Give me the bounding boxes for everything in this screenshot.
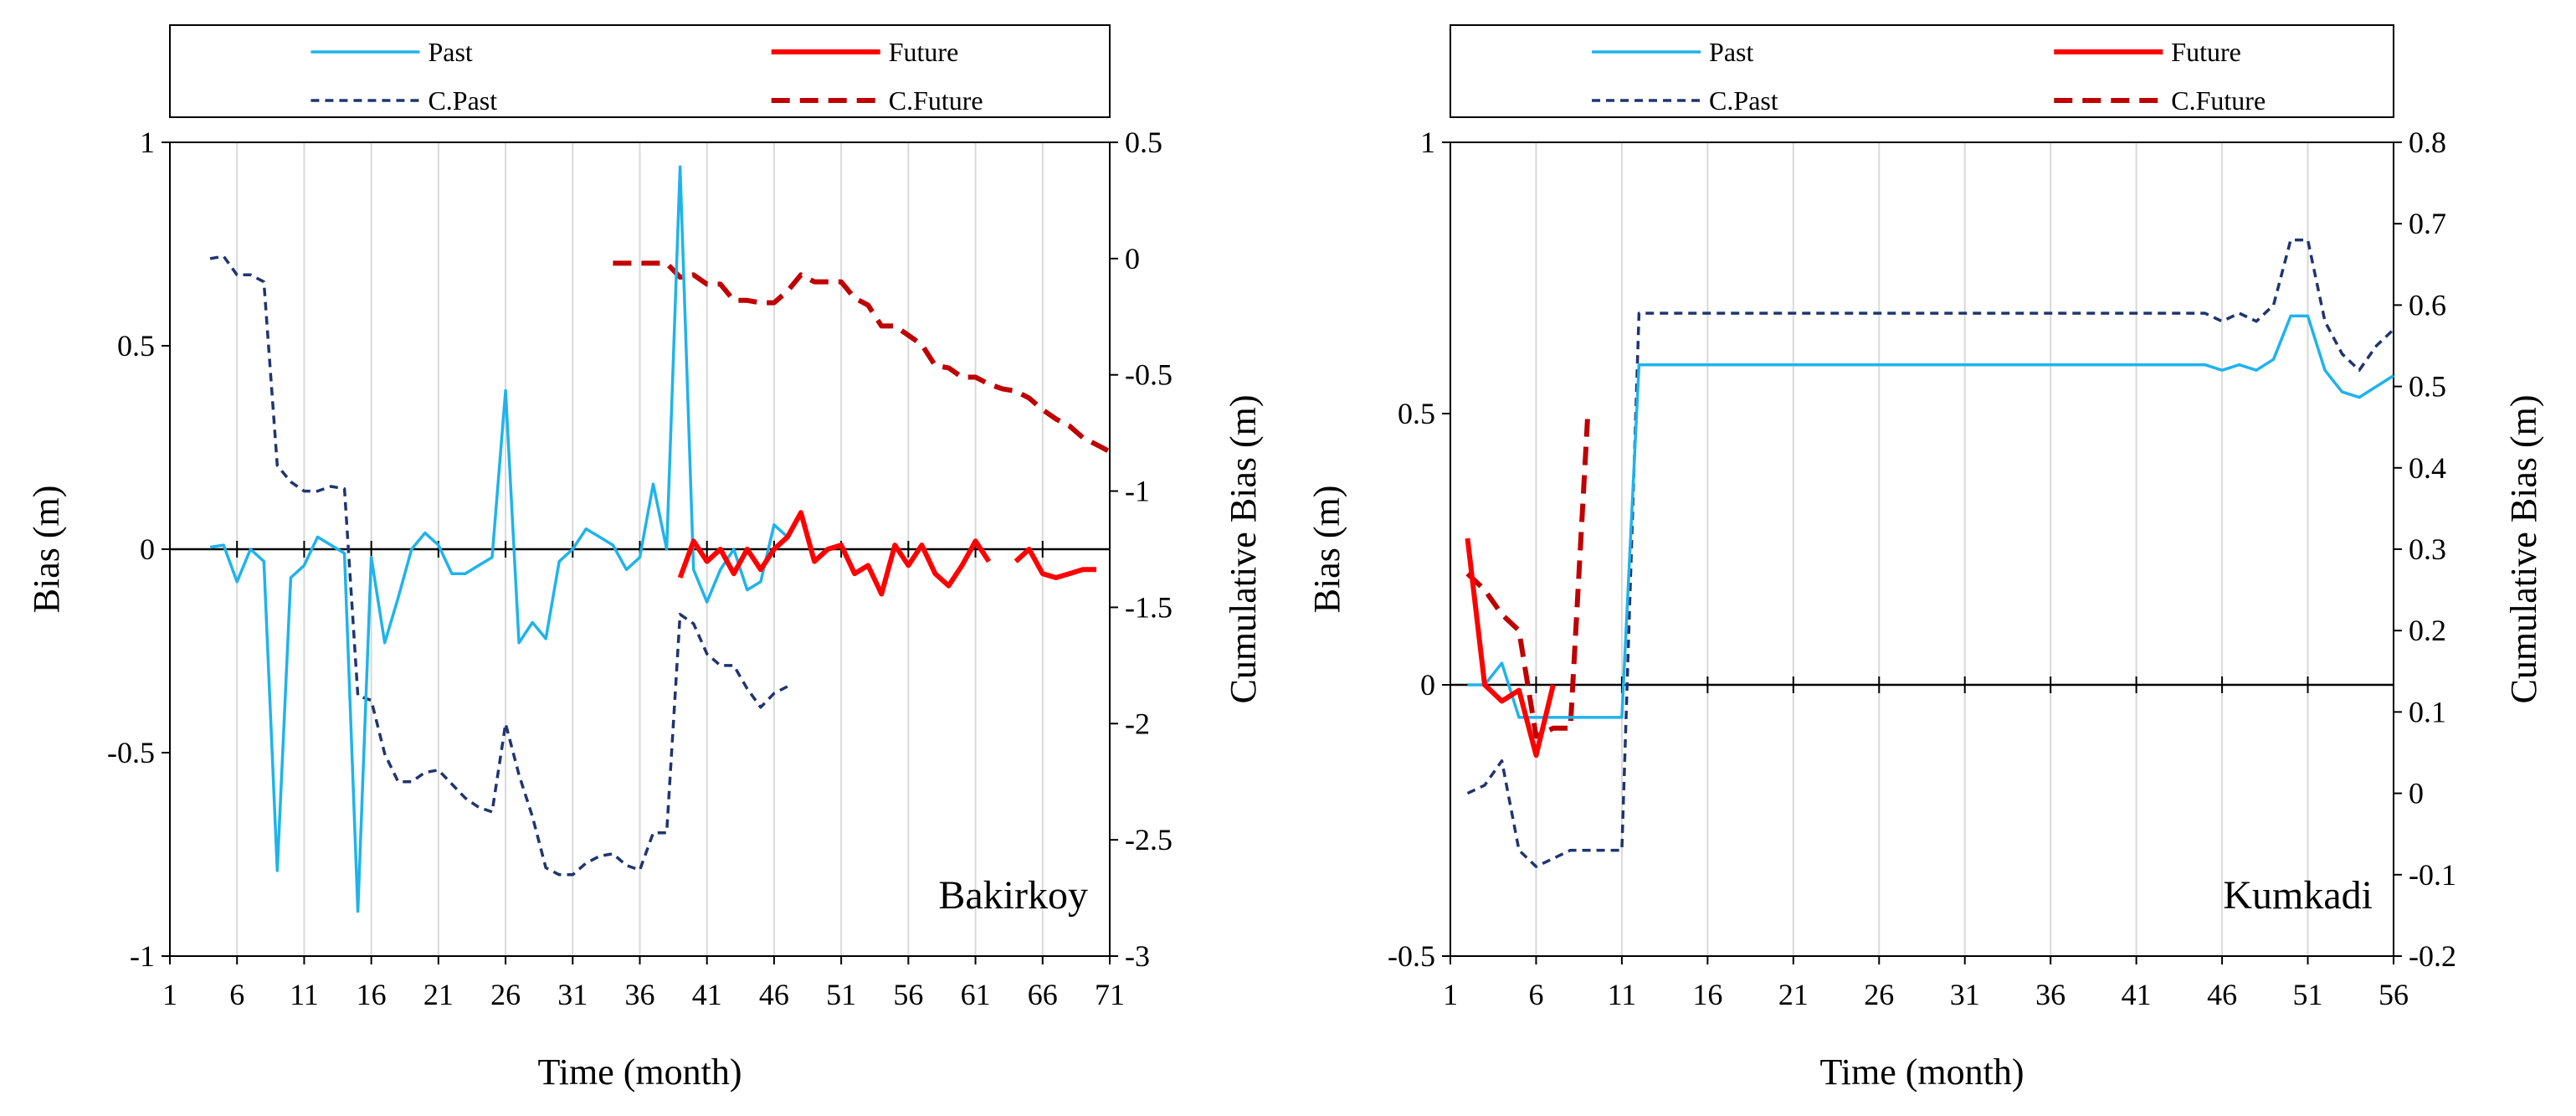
site-label: Bakirkoy — [938, 873, 1088, 918]
x-axis-title: Time (month) — [537, 1052, 741, 1093]
y2-tick-label: 0.1 — [2409, 695, 2446, 728]
y2-tick-label: 0.8 — [2409, 126, 2446, 159]
y2-tick-label: 0.6 — [2409, 288, 2446, 321]
y-tick-label: 0 — [1420, 668, 1435, 702]
x-tick-label: 6 — [1528, 978, 1543, 1011]
x-tick-label: 26 — [1864, 978, 1894, 1011]
site-label: Kumkadi — [2223, 873, 2373, 918]
chart-bakirkoy: -1-0.500.51-3-2.5-2-1.5-1-0.500.51 6 11 16 2… — [26, 24, 1264, 1093]
legend-past-label: Past — [428, 37, 472, 67]
y2-tick-label: 0 — [2409, 777, 2424, 810]
x-tick-label: 36 — [625, 978, 655, 1011]
x-tick-label: 46 — [759, 978, 789, 1011]
y2-tick-label: -1 — [1125, 475, 1150, 508]
x-tick-label: 51 — [826, 978, 856, 1011]
x-tick-label: 56 — [2378, 978, 2409, 1011]
y-tick-label: 0 — [140, 532, 155, 566]
x-tick-label: 66 — [1028, 978, 1058, 1011]
x-tick-label: 16 — [357, 978, 387, 1011]
y-tick-label: -0.5 — [1388, 939, 1435, 973]
y2-tick-label: 0.3 — [2409, 532, 2446, 566]
y-tick-label: 0.5 — [1398, 397, 1435, 430]
legend-future-label: Future — [2171, 37, 2241, 67]
y2-tick-label: -3 — [1125, 939, 1150, 973]
y-tick-label: 0.5 — [117, 329, 155, 363]
series-c-future-line — [613, 260, 1111, 455]
x-tick-label: 51 — [2293, 978, 2323, 1011]
y-tick-label: -1 — [130, 939, 155, 973]
y2-axis-title: Cumulative Bias (m) — [2503, 394, 2544, 703]
x-tick-label: 46 — [2207, 978, 2237, 1011]
x-tick-label: 1 — [1443, 978, 1458, 1011]
series-c-past-line — [1466, 238, 2395, 868]
x-tick-label: 6 — [229, 978, 244, 1011]
x-tick-label: 61 — [961, 978, 991, 1011]
x-tick-label: 31 — [1950, 978, 1980, 1011]
legend: Past Future C.Past C.Future — [1450, 24, 2394, 118]
plot-frame — [1450, 141, 2394, 957]
y2-tick-label: 0.5 — [2409, 370, 2446, 404]
y2-tick-label: -2 — [1125, 707, 1150, 740]
y2-tick-label: -0.1 — [2409, 858, 2456, 892]
x-tick-label: 26 — [490, 978, 521, 1011]
chart-kumkadi: -0.5 0 0.5 1 -0.2 -0.1 0 0.1 0.2 0.3 0.4 0.5 0.6 0.7 0… — [1306, 24, 2544, 1093]
y2-tick-label: -0.2 — [2409, 939, 2456, 973]
series-future-line — [677, 510, 992, 597]
y-tick-label: -0.5 — [107, 736, 155, 769]
x-tick-label: 41 — [692, 978, 722, 1011]
y2-axis-title: Cumulative Bias (m) — [1223, 394, 1264, 703]
series-past-line — [1467, 314, 2394, 719]
x-tick-label: 36 — [2035, 978, 2065, 1011]
legend-c-future-label: C.Future — [2171, 85, 2266, 116]
x-tick-label: 11 — [1608, 978, 1637, 1011]
y2-tick-label: 0.2 — [2409, 614, 2446, 647]
legend-c-past-label: C.Past — [428, 85, 497, 116]
legend-future-label: Future — [889, 37, 959, 67]
x-tick-label: 31 — [557, 978, 588, 1011]
legend-c-future-label: C.Future — [889, 85, 983, 116]
x-tick-label: 11 — [290, 978, 319, 1011]
x-tick-label: 1 — [162, 978, 177, 1011]
x-tick-label: 16 — [1692, 978, 1722, 1011]
x-tick-label: 21 — [423, 978, 454, 1011]
x-tick-label: 21 — [1778, 978, 1809, 1011]
y-axis-title: Bias (m) — [1306, 486, 1347, 614]
y2-tick-label: -0.5 — [1125, 358, 1173, 392]
y2-tick-label: 0 — [1125, 242, 1140, 275]
series-c-past-line — [209, 255, 788, 877]
x-axis-title: Time (month) — [1819, 1052, 2024, 1093]
legend: Past Future C.Past C.Future — [169, 24, 1111, 118]
y2-tick-label: 0.7 — [2409, 207, 2446, 240]
series-past-line — [209, 165, 789, 913]
x-tick-label: 41 — [2122, 978, 2152, 1011]
y-tick-label: 1 — [1420, 126, 1435, 159]
y2-tick-label: 0.4 — [2409, 451, 2446, 485]
y2-tick-label: -1.5 — [1125, 590, 1173, 624]
gridlines — [1450, 142, 2394, 956]
x-tick-label: 56 — [893, 978, 923, 1011]
y2-tick-label: -2.5 — [1125, 823, 1173, 856]
y2-tick-label: 0.5 — [1125, 126, 1162, 159]
y-tick-label: 1 — [140, 126, 155, 159]
series-future-line — [1465, 537, 1556, 759]
y-axis-title: Bias (m) — [26, 486, 67, 614]
series-future-line — [1013, 547, 1096, 580]
legend-past-label: Past — [1709, 37, 1753, 67]
legend-c-past-label: C.Past — [1709, 85, 1778, 116]
x-tick-label: 71 — [1095, 978, 1125, 1011]
series-c-future-line — [1465, 419, 1590, 739]
